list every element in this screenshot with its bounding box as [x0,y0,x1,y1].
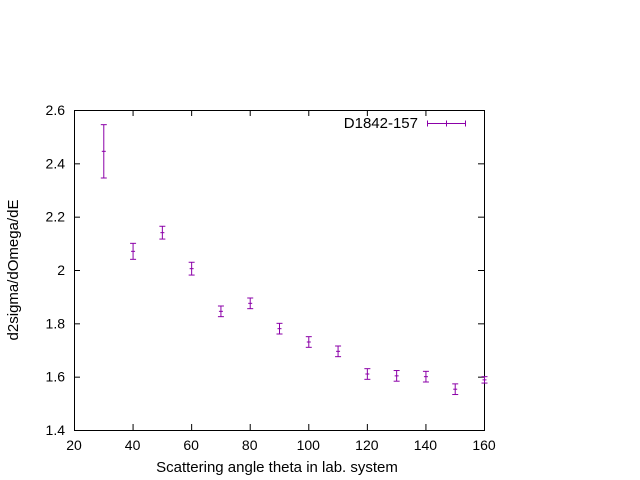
y-tick-label: 1.6 [46,369,66,385]
error-bar-point [335,345,342,358]
legend-sample [427,120,466,127]
error-bar-point [305,336,312,348]
y-axis-title: d2sigma/dOmega/dE [5,200,22,341]
error-bar-point [481,376,488,384]
error-bar-point [422,370,429,383]
series-layer [100,124,488,396]
error-bar-point [276,322,283,335]
error-bar-point [159,225,166,240]
error-bar-point [217,305,224,318]
y-tick-label: 2.6 [46,102,66,118]
legend-label: D1842-157 [344,115,418,132]
y-axis-ticks: 1.4 1.6 1.8 2 2.2 2.4 2.6 [46,102,484,438]
x-tick-label: 60 [183,437,199,453]
x-tick-label: 40 [125,437,141,453]
y-tick-label: 2.2 [46,209,66,225]
error-bar-point [188,261,195,276]
x-tick-label: 100 [297,437,321,453]
y-tick-label: 2 [57,262,65,278]
error-bar-point [130,242,137,260]
error-bar-point [364,368,371,380]
error-bar-point [100,124,107,179]
error-bar-point [247,297,254,310]
x-tick-label: 80 [242,437,258,453]
y-tick-label: 2.4 [46,155,66,171]
x-tick-label: 20 [66,437,82,453]
y-tick-label: 1.4 [46,422,66,438]
error-bar-point [452,383,459,396]
y-tick-label: 1.8 [46,315,66,331]
x-axis-title: Scattering angle theta in lab. system [156,459,398,476]
x-tick-label: 120 [355,437,379,453]
x-axis-ticks: 20 40 60 80 100 120 140 160 [66,110,496,453]
legend: D1842-157 [344,115,466,132]
error-bar-point [393,370,400,382]
x-tick-label: 140 [414,437,438,453]
x-tick-label: 160 [472,437,496,453]
